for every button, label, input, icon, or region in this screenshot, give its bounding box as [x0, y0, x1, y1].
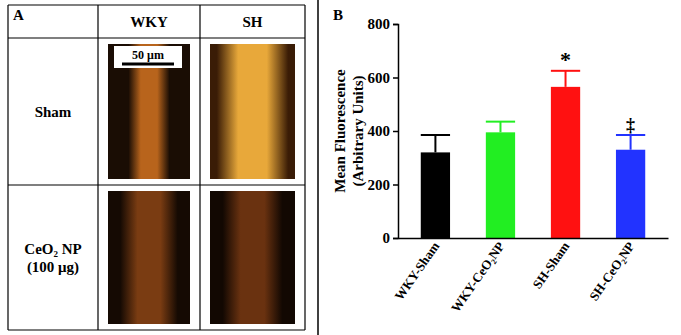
- scale-bar-label: 50 μm: [132, 48, 164, 62]
- y-tick-label: 400: [368, 123, 391, 139]
- y-axis-title-line: (Arbitrary Units): [350, 75, 367, 186]
- x-tick: SH-CeO₂NP: [586, 238, 637, 303]
- error-stem: [434, 135, 436, 152]
- x-tick-label: SH-Sham: [530, 239, 573, 292]
- y-tick-mark: [393, 131, 398, 133]
- micrograph: [223, 191, 283, 324]
- x-tick: WKY-CeO₂NP: [448, 238, 507, 315]
- x-axis: WKY-ShamWKY-CeO₂NP SH-Sham SH-CeO₂NP: [391, 238, 668, 315]
- panel-label: A: [13, 7, 24, 23]
- x-tick-label: WKY-Sham: [391, 239, 442, 303]
- x-tick-label: WKY-CeO₂NP: [448, 239, 507, 315]
- panel-label: B: [333, 7, 343, 23]
- error-cap: [486, 121, 515, 123]
- error-bar: [486, 122, 515, 133]
- micrograph: [217, 44, 288, 179]
- table-rule: [8, 329, 305, 330]
- bar: [486, 132, 515, 238]
- y-tick-label: 800: [368, 16, 391, 32]
- x-tick: SH-Sham: [530, 238, 573, 291]
- y-tick: 400: [368, 123, 399, 139]
- y-axis-title-line: Mean Fluorescence: [332, 69, 348, 193]
- micrograph: [120, 191, 177, 324]
- y-tick-mark: [393, 238, 398, 240]
- y-axis: 0 200 400 600 800: [368, 16, 399, 246]
- bar: [551, 87, 580, 238]
- y-tick-label: 0: [383, 230, 391, 246]
- table-rule: [8, 184, 305, 185]
- table-rule: [8, 4, 305, 5]
- x-tick-label: SH-CeO₂NP: [586, 239, 637, 303]
- row-header: Sham: [35, 104, 72, 120]
- table-rule: [97, 5, 98, 330]
- table-rule: [7, 5, 8, 330]
- y-tick: 600: [368, 70, 399, 86]
- y-tick: 200: [368, 177, 399, 193]
- annotation: *: [560, 47, 571, 72]
- bar: [421, 152, 450, 238]
- panel-a: A WKY SH Sham CeO₂ NP (100 μg) 50 μm: [8, 5, 305, 330]
- y-tick: 800: [368, 16, 399, 32]
- micrograph-background: [210, 44, 295, 179]
- row-header: (100 μg): [27, 259, 79, 276]
- panel-b: B 0 200 400 600 800 WKY-ShamWKY-CeO₂NP SH-Sham S…: [332, 7, 669, 315]
- scale-bar-box: [114, 46, 182, 68]
- figure: A WKY SH Sham CeO₂ NP (100 μg) 50 μm B 0 200 400 60…: [0, 0, 681, 335]
- y-axis-line: [393, 25, 399, 239]
- error-stem: [499, 122, 501, 133]
- y-tick: 0: [383, 230, 399, 246]
- y-tick-label: 600: [368, 70, 391, 86]
- table-rule: [8, 37, 305, 38]
- plot-area: [421, 71, 645, 238]
- x-tick: WKY-Sham: [391, 238, 442, 303]
- micrograph-background: [108, 191, 190, 324]
- table-rule: [304, 5, 305, 330]
- micrograph-background: [210, 191, 295, 324]
- x-axis-line: [399, 238, 669, 240]
- y-axis-title: Mean Fluorescence(Arbitrary Units): [332, 69, 367, 193]
- error-stem: [565, 71, 567, 87]
- table-rule: [199, 5, 200, 330]
- row-header: CeO₂ NP: [24, 241, 81, 257]
- panel-divider: [317, 0, 319, 335]
- column-header: SH: [242, 14, 262, 30]
- y-tick-mark: [393, 77, 398, 79]
- error-cap: [421, 134, 450, 136]
- error-bar: [616, 135, 645, 150]
- y-tick-mark: [393, 184, 398, 186]
- y-tick-label: 200: [368, 177, 391, 193]
- micrograph-background: [108, 44, 190, 179]
- annotation: ‡: [626, 115, 635, 135]
- error-bar: [421, 135, 450, 152]
- error-bar: [551, 71, 580, 87]
- bar: [616, 150, 645, 238]
- scale-bar: [122, 63, 174, 66]
- column-header: WKY: [130, 14, 168, 30]
- y-tick-mark: [393, 24, 398, 26]
- error-stem: [630, 135, 632, 150]
